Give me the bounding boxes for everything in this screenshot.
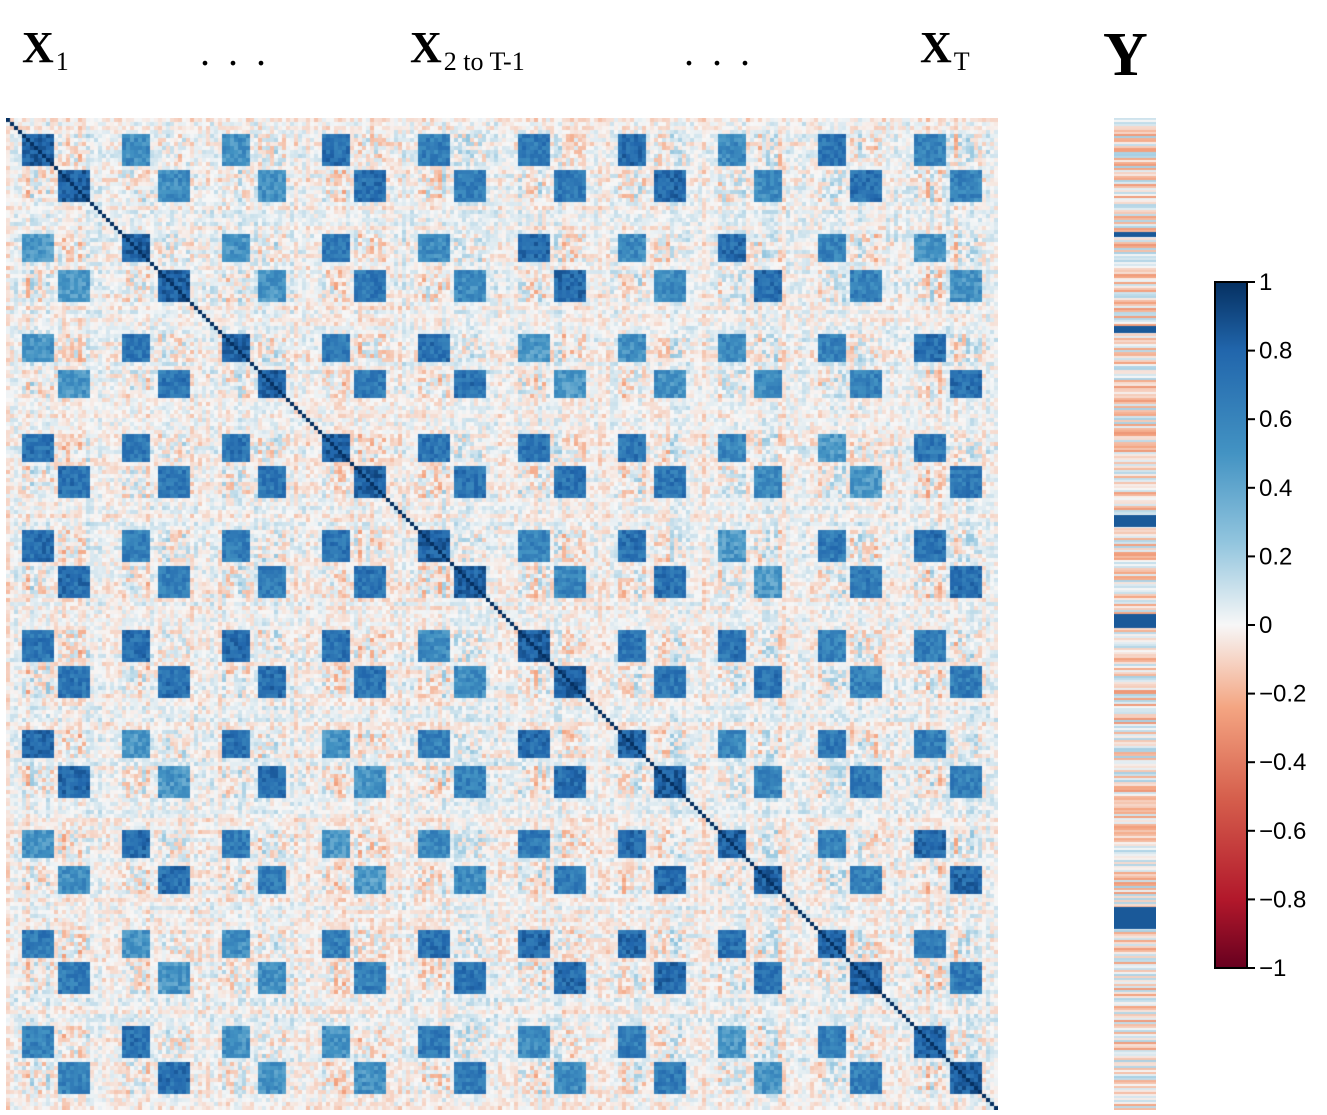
colorbar-tick-label: 0.4 <box>1259 475 1292 502</box>
colorbar-ticks: 1 0.8 0.6 0.4 0.2 0 −0.2 −0.4 −0.6 −0.8 −1 <box>1247 270 1306 980</box>
ellipsis-left: ... <box>200 29 284 74</box>
colorbar-tick-label: 0 <box>1259 612 1272 639</box>
colorbar-tick-label: 0.8 <box>1259 338 1292 365</box>
y-correlation-strip <box>1114 118 1156 1110</box>
colorbar-tick-label: −0.6 <box>1259 818 1306 845</box>
title-y: Y <box>1103 21 1148 89</box>
ellipsis-right: ... <box>684 29 768 74</box>
title-x-middle: X2 to T-1 <box>410 23 525 76</box>
correlation-matrix-heatmap <box>6 118 998 1110</box>
title-xt: XT <box>920 23 970 76</box>
colorbar-tick-label: 0.6 <box>1259 406 1292 433</box>
colorbar-tick-label: −0.2 <box>1259 681 1306 708</box>
colorbar: 1 0.8 0.6 0.4 0.2 0 −0.2 −0.4 −0.6 −0.8 −1 <box>1214 270 1306 980</box>
colorbar-tick-label: 1 <box>1259 270 1272 296</box>
title-x1: X1 <box>22 23 69 76</box>
colorbar-tick-label: −0.8 <box>1259 886 1306 913</box>
colorbar-tick-label: −0.4 <box>1259 749 1306 776</box>
colorbar-gradient <box>1214 281 1248 969</box>
colorbar-tick-label: 0.2 <box>1259 543 1292 570</box>
colorbar-tick-label: −1 <box>1259 955 1286 980</box>
